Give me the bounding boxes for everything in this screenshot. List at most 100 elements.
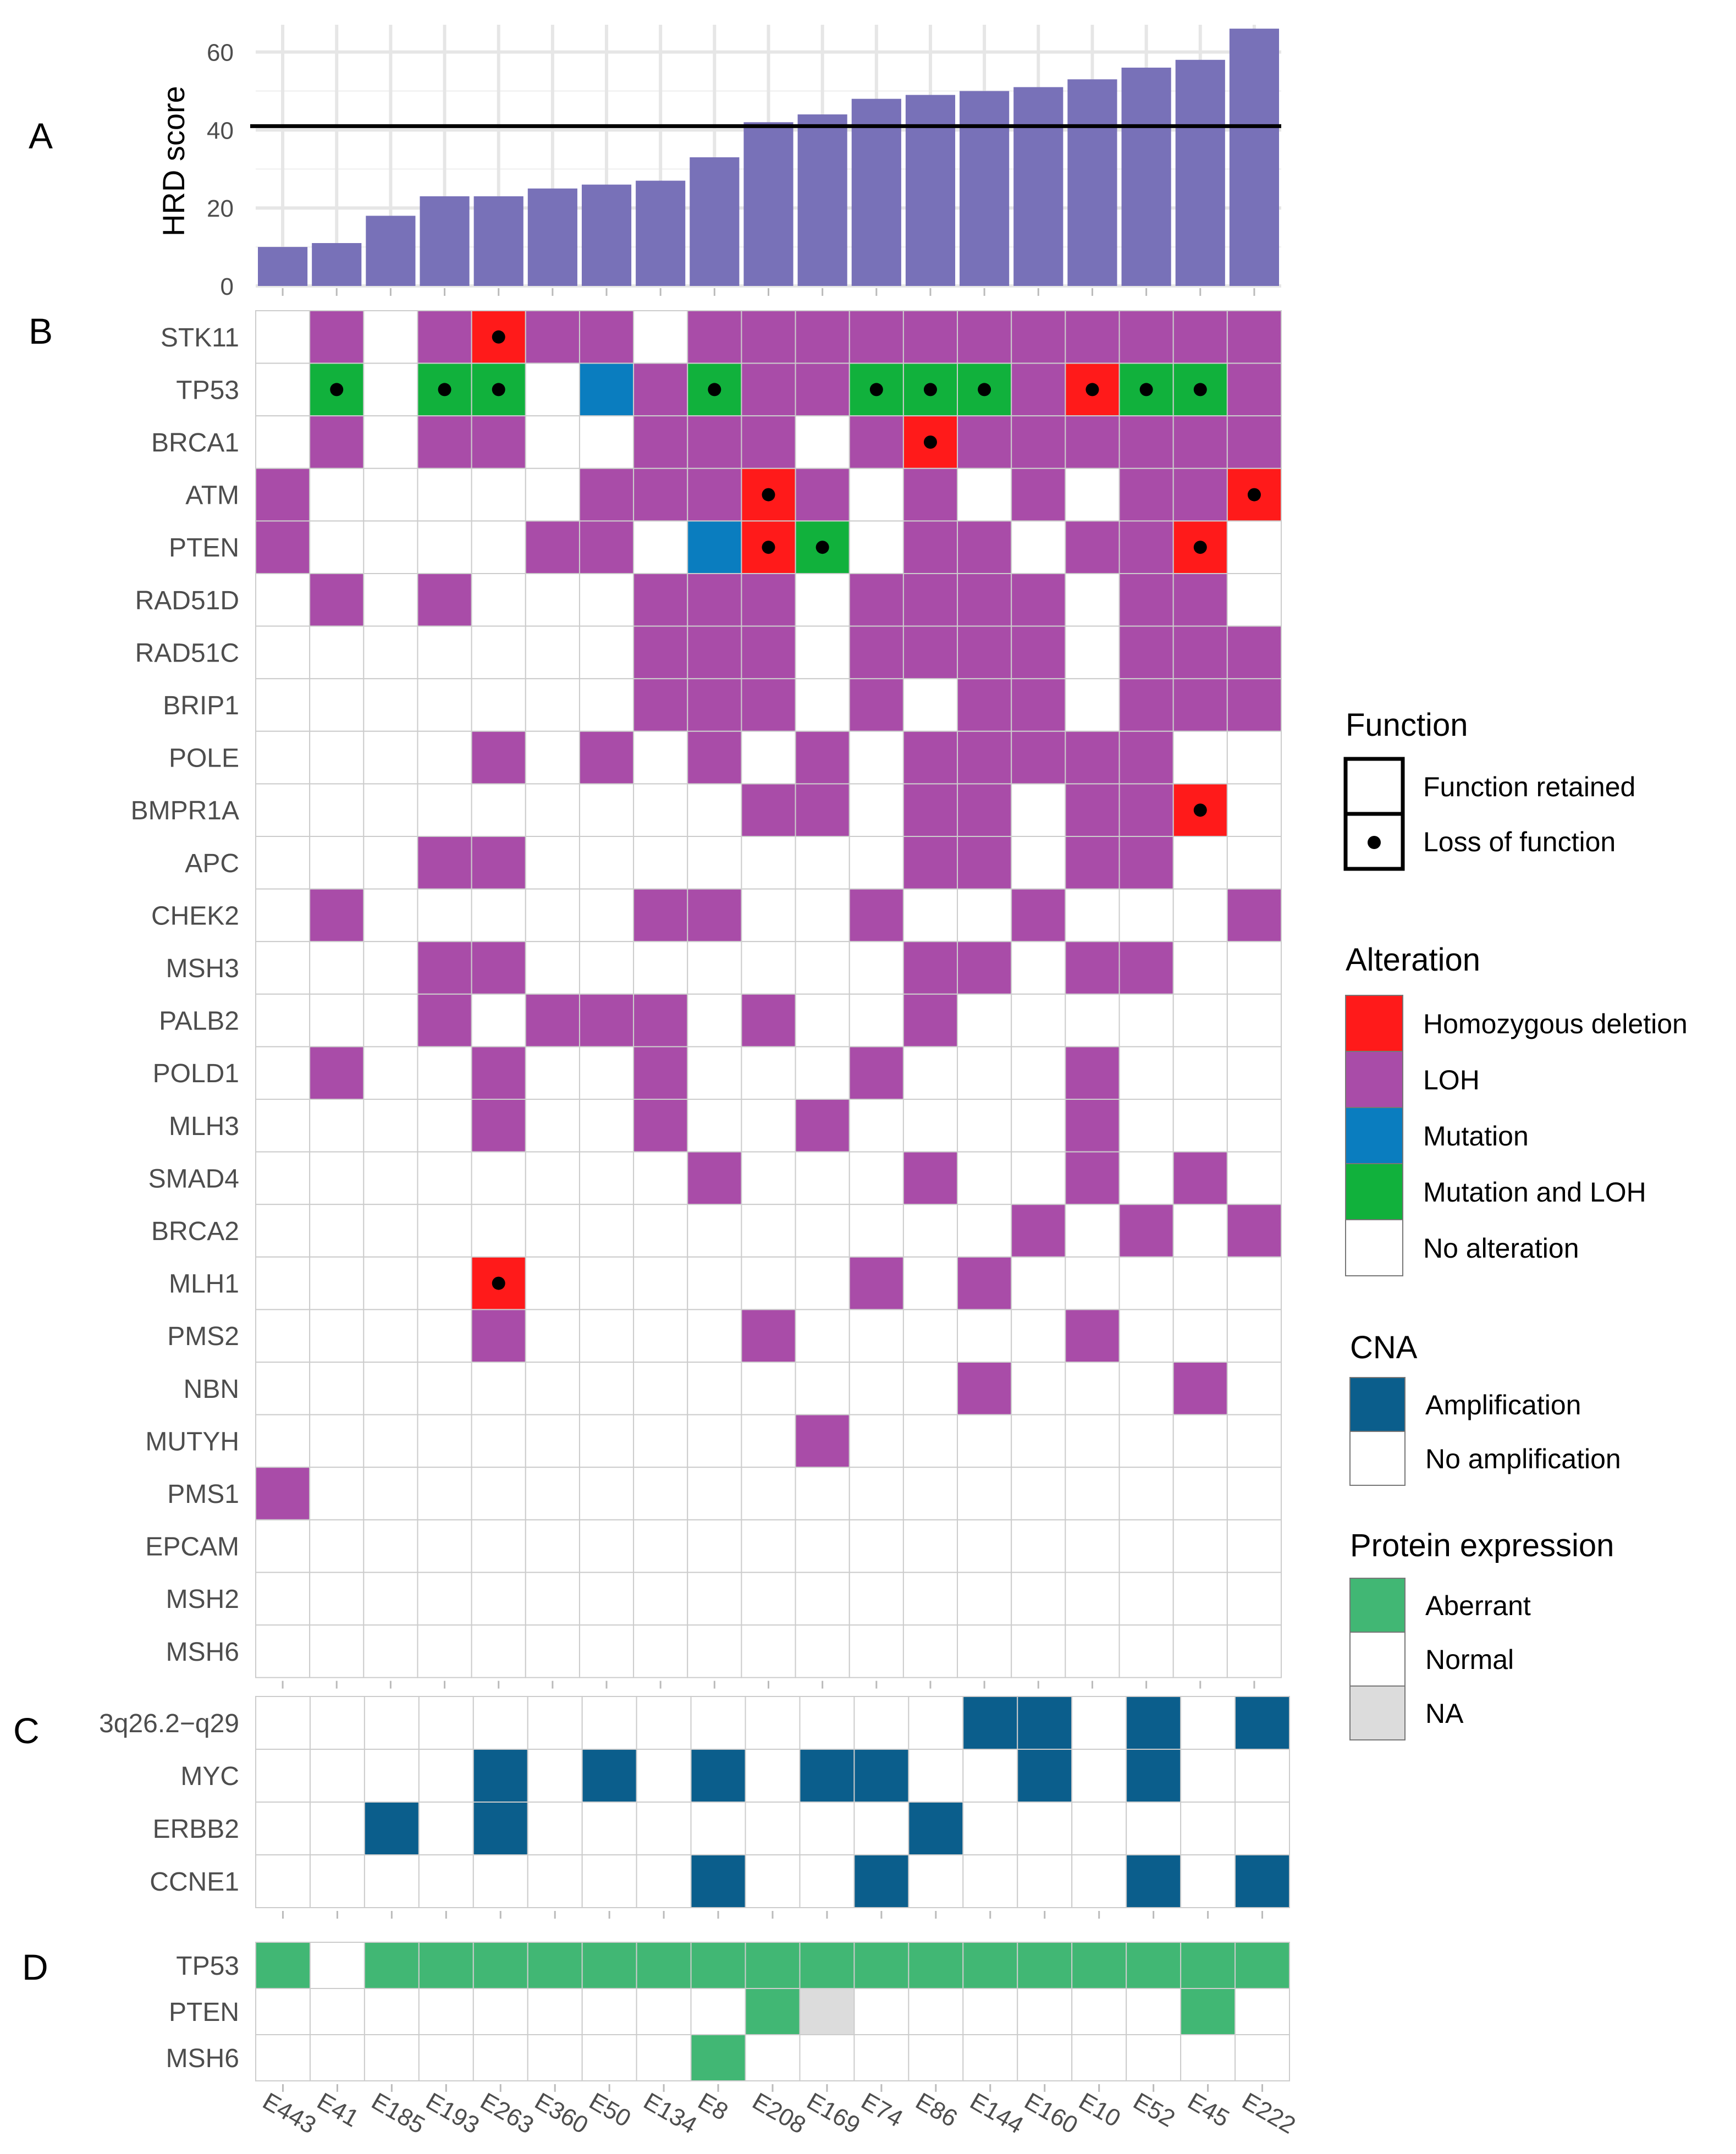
cell-mlh3-e8 — [687, 1099, 742, 1153]
cell-tp53-e45 — [1180, 1942, 1236, 1989]
cell-epcam-e50 — [578, 1519, 635, 1573]
hrd-bar-e134 — [636, 180, 686, 286]
cell-pole-e360 — [525, 730, 580, 785]
cell-erbb2-e160 — [1017, 1802, 1073, 1855]
cell-erbb2-e52 — [1126, 1802, 1182, 1855]
cell-pten-e160 — [1017, 1988, 1073, 2035]
cell-bmpr1a-e160 — [1011, 783, 1066, 838]
cell-brca2-e360 — [525, 1204, 580, 1258]
cell-tp53-e222 — [1226, 362, 1282, 417]
cell-mlh3-e134 — [633, 1099, 688, 1153]
cell-smad4-e74 — [848, 1151, 904, 1205]
cell-mutyh-e208 — [741, 1414, 796, 1468]
cell-chek2-e169 — [795, 888, 850, 943]
cell-pold1-e8 — [687, 1046, 742, 1100]
cell-epcam-e86 — [902, 1519, 958, 1573]
gene-label-atm: ATM — [185, 481, 239, 510]
cell-nbn-e169 — [795, 1362, 850, 1415]
cell-apc-e41 — [309, 836, 365, 890]
cell-msh3-e50 — [578, 941, 635, 995]
cell-nbn-e52 — [1118, 1362, 1174, 1415]
cell-pole-e52 — [1118, 730, 1174, 785]
cell-tp53-e74 — [853, 1942, 910, 1989]
cell-tp53-e185 — [363, 1942, 420, 1989]
cell-epcam-e41 — [309, 1519, 365, 1573]
cell-pten-e144 — [957, 520, 1012, 575]
cell-pms1-e8 — [687, 1467, 742, 1521]
cell-epcam-e8 — [687, 1519, 742, 1573]
cell-atm-e185 — [363, 467, 418, 522]
legend-key-no-amplification — [1349, 1431, 1406, 1486]
cell-msh6-e41 — [309, 1624, 365, 1678]
cell-pten-e185 — [363, 520, 418, 575]
legend-alteration-title: Alteration — [1346, 942, 1480, 978]
legend-function-title: Function — [1346, 707, 1468, 743]
cell-3q26-2-q29-e263 — [472, 1696, 528, 1750]
cell-pold1-e50 — [578, 1046, 635, 1100]
cell-pole-e193 — [417, 730, 472, 785]
cell-bmpr1a-e52 — [1118, 783, 1174, 838]
cell-nbn-e74 — [848, 1362, 904, 1415]
gene-label-pms1: PMS1 — [167, 1480, 239, 1509]
cell-pms2-e263 — [471, 1309, 526, 1363]
cell-mlh3-e10 — [1065, 1099, 1120, 1153]
cell-mlh1-e8 — [687, 1256, 742, 1310]
cell-epcam-e144 — [957, 1519, 1012, 1573]
cell-mlh1-e222 — [1226, 1256, 1282, 1310]
cell-pten-e50 — [581, 1988, 637, 2035]
cell-myc-e45 — [1180, 1749, 1236, 1803]
loss-of-function-dot — [708, 383, 721, 396]
cell-msh6-e160 — [1011, 1624, 1066, 1678]
cell-chek2-e185 — [363, 888, 418, 943]
cell-rad51d-e74 — [848, 573, 904, 627]
cell-ccne1-e263 — [472, 1854, 528, 1908]
cell-rad51c-e41 — [309, 625, 365, 680]
cell-mutyh-e74 — [848, 1414, 904, 1468]
cell-mlh1-e134 — [633, 1256, 688, 1310]
cell-msh2-e41 — [309, 1572, 365, 1626]
cell-myc-e74 — [853, 1749, 910, 1803]
legend-alteration: Alteration Homozygous deletion LOH Mutatio… — [1345, 942, 1688, 1276]
cell-tp53-e208 — [741, 362, 796, 417]
gene-label-erbb2: ERBB2 — [153, 1815, 239, 1844]
cell-brip1-e74 — [848, 678, 904, 732]
cell-pten-e74 — [853, 1988, 910, 2035]
cell-rad51c-e144 — [957, 625, 1012, 680]
cell-palb2-e160 — [1011, 993, 1066, 1048]
cell-erbb2-e360 — [527, 1802, 583, 1855]
cell-erbb2-e193 — [418, 1802, 474, 1855]
cell-brip1-e443 — [255, 678, 311, 732]
cell-3q26-2-q29-e208 — [745, 1696, 801, 1750]
cell-atm-e360 — [525, 467, 580, 522]
cell-ccne1-e144 — [962, 1854, 1018, 1908]
cell-nbn-e50 — [578, 1362, 635, 1415]
cell-brca2-e52 — [1118, 1204, 1174, 1258]
loss-of-function-dot — [438, 383, 451, 396]
cell-pold1-e208 — [741, 1046, 796, 1100]
cell-pten-e10 — [1071, 1988, 1127, 2035]
cell-rad51c-e222 — [1226, 625, 1282, 680]
cell-stk11-e45 — [1172, 310, 1228, 364]
cell-brca2-e263 — [471, 1204, 526, 1258]
cell-smad4-e208 — [741, 1151, 796, 1205]
loss-of-function-dot — [492, 330, 505, 344]
cell-pole-e10 — [1065, 730, 1120, 785]
cell-rad51d-e169 — [795, 573, 850, 627]
gene-label-pten: PTEN — [169, 533, 239, 563]
cell-nbn-e185 — [363, 1362, 418, 1415]
cell-pms1-e443 — [255, 1467, 311, 1521]
cell-palb2-e144 — [957, 993, 1012, 1048]
cell-mutyh-e185 — [363, 1414, 418, 1468]
legend-key-normal — [1349, 1632, 1406, 1687]
cell-apc-e185 — [363, 836, 418, 890]
cell-mutyh-e45 — [1172, 1414, 1228, 1468]
hrd-bar-e263 — [473, 196, 523, 286]
cell-nbn-e193 — [417, 1362, 472, 1415]
gene-label-pole: POLE — [169, 744, 239, 773]
cell-erbb2-e45 — [1180, 1802, 1236, 1855]
cell-tp53-e443 — [255, 362, 311, 417]
gene-label-stk11: STK11 — [161, 323, 239, 352]
cell-epcam-e134 — [633, 1519, 688, 1573]
cell-tp53-e8 — [687, 362, 742, 417]
cell-pms2-e160 — [1011, 1309, 1066, 1363]
